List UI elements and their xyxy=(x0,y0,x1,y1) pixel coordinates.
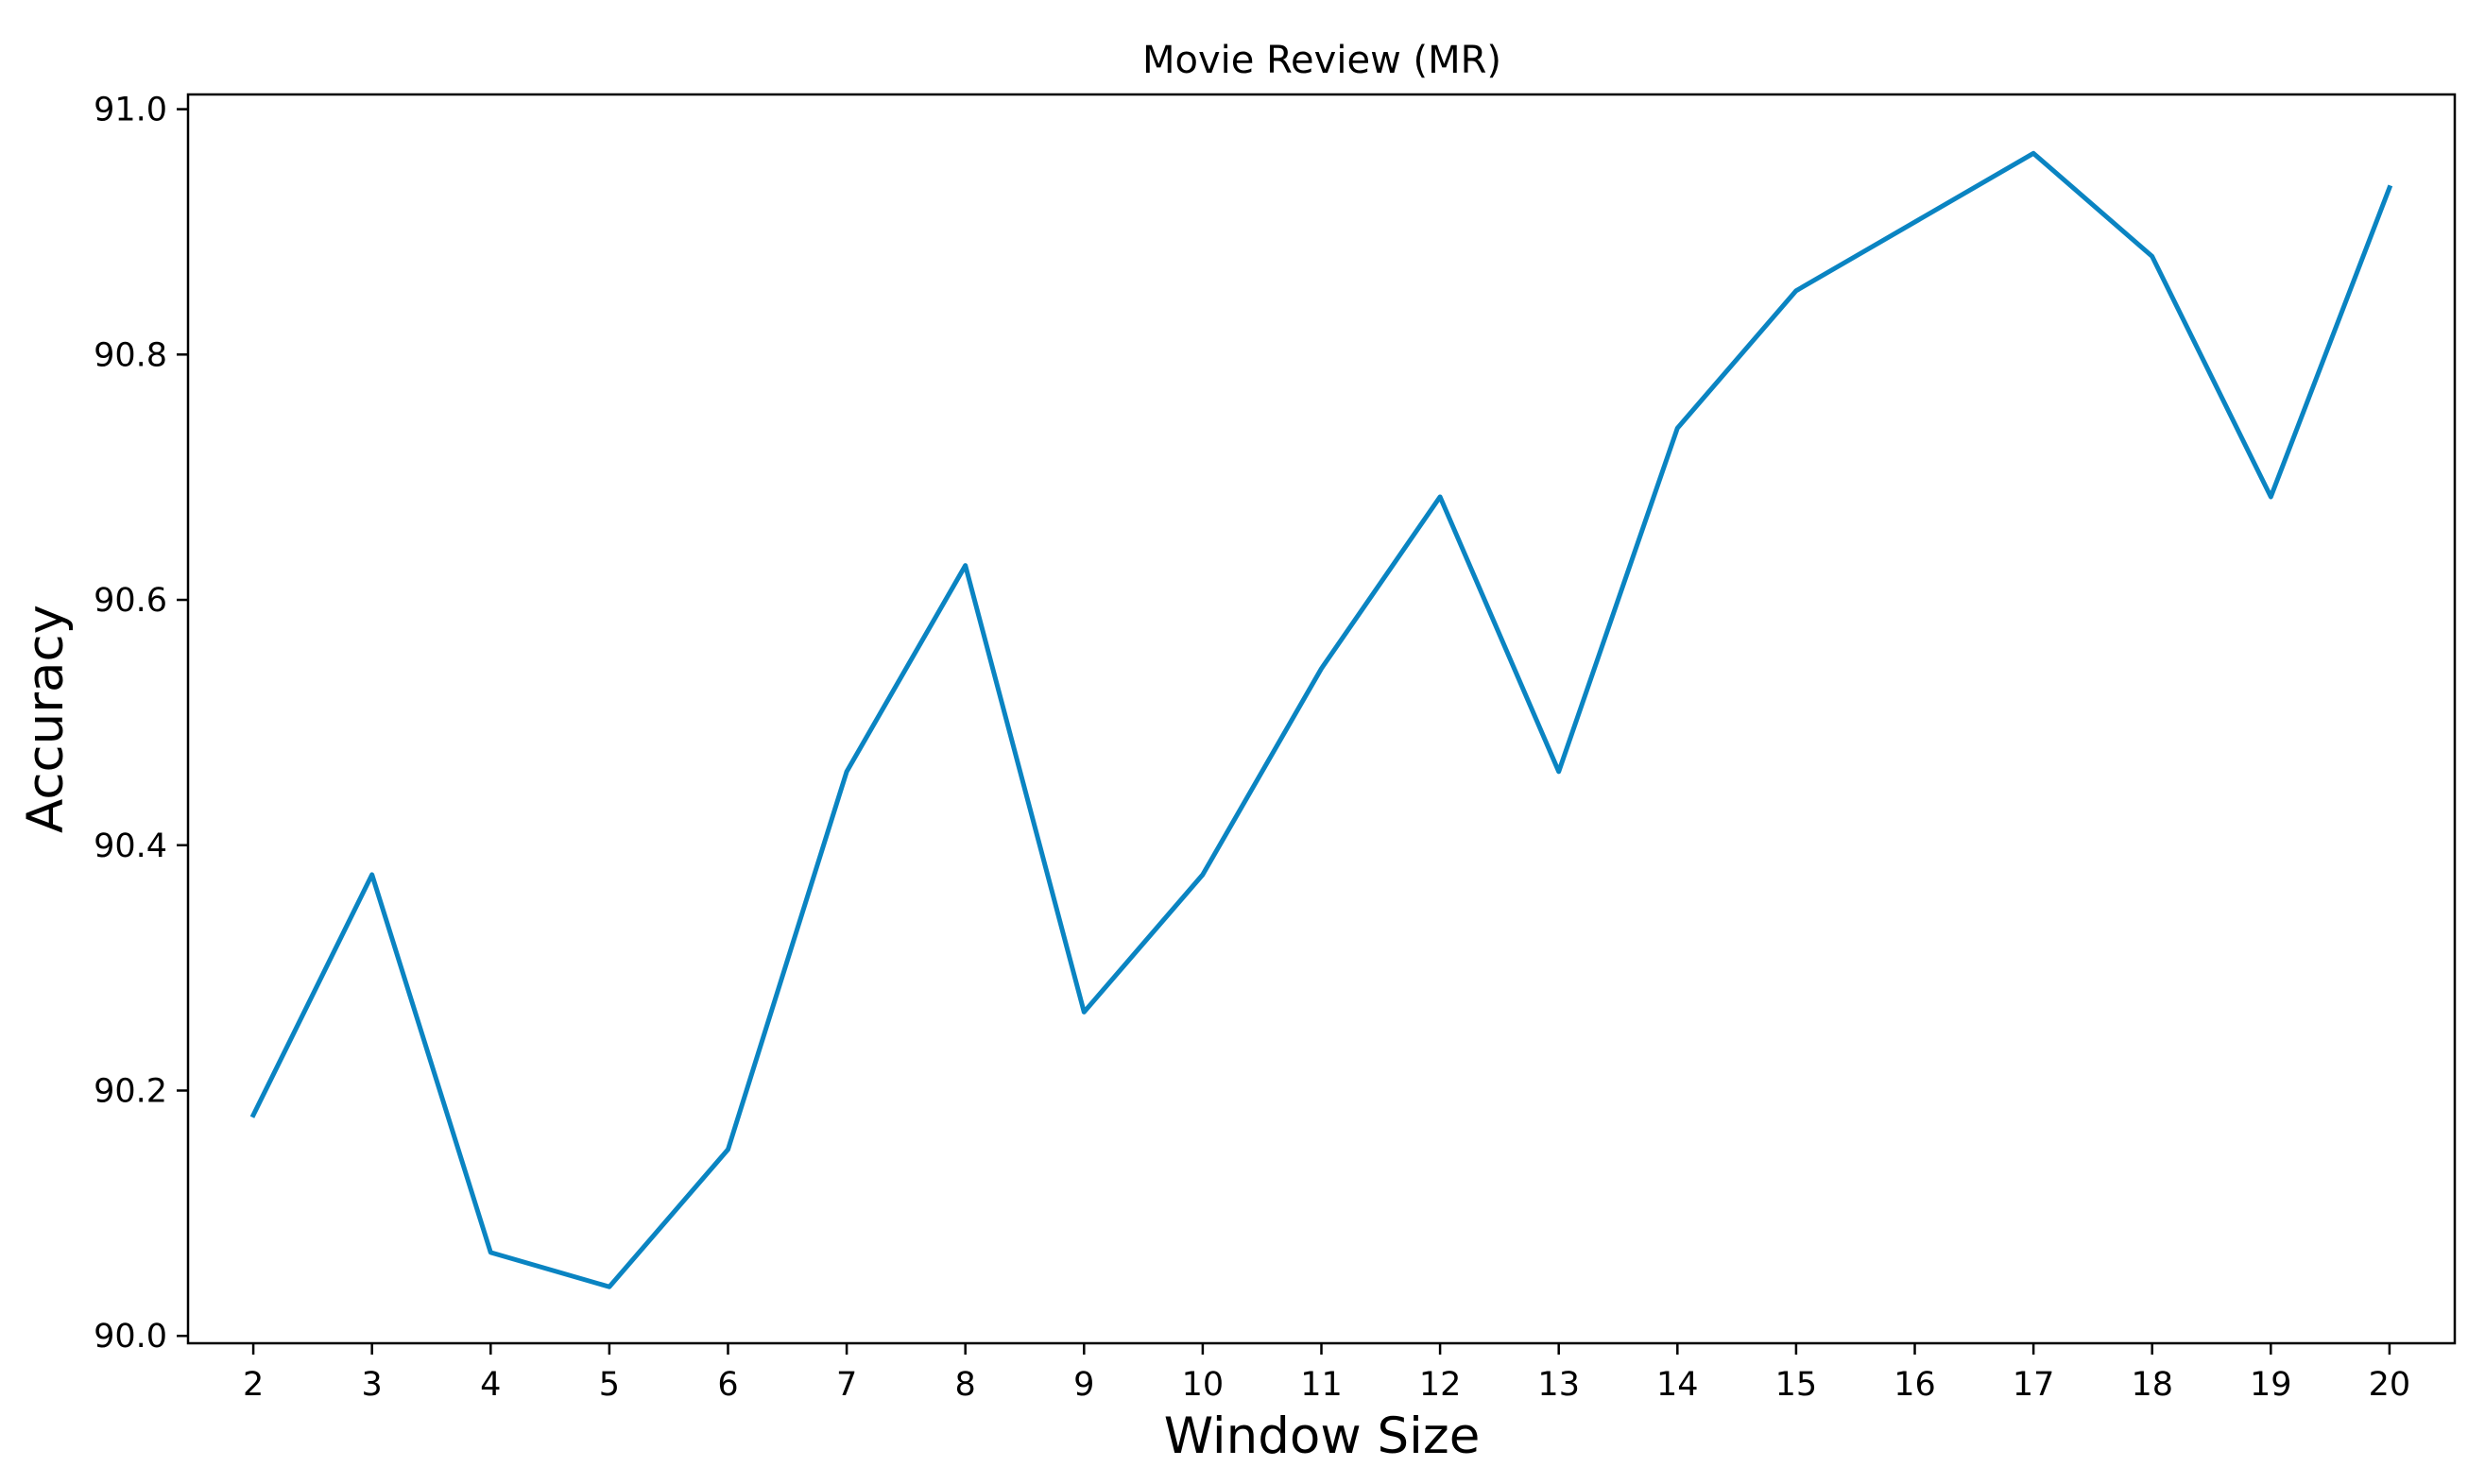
x-tick-label: 3 xyxy=(362,1366,383,1404)
y-axis: 90.0 90.2 90.4 90.6 90.8 91.0 xyxy=(94,92,188,1356)
plot-frame xyxy=(186,93,2457,1345)
y-tick-label: 90.2 xyxy=(94,1072,167,1110)
x-axis: 2 3 4 5 6 7 8 9 10 11 12 13 14 15 16 17 18 19 20 xyxy=(243,1343,2410,1404)
x-tick-label: 13 xyxy=(1537,1366,1580,1404)
x-tick-label: 9 xyxy=(1073,1366,1094,1404)
x-tick-label: 18 xyxy=(2131,1366,2173,1404)
plot-area xyxy=(186,93,2457,1345)
x-tick-label: 15 xyxy=(1775,1366,1818,1404)
x-tick-label: 6 xyxy=(717,1366,738,1404)
x-tick-label: 19 xyxy=(2250,1366,2292,1404)
x-tick-label: 2 xyxy=(243,1366,264,1404)
y-tick-label: 90.8 xyxy=(94,336,167,374)
x-axis-label: Window Size xyxy=(1164,1407,1481,1465)
x-tick-label: 7 xyxy=(836,1366,857,1404)
x-tick-label: 5 xyxy=(599,1366,620,1404)
x-tick-label: 16 xyxy=(1894,1366,1936,1404)
x-tick-label: 8 xyxy=(955,1366,976,1404)
y-tick-label: 90.4 xyxy=(94,827,167,865)
y-tick-label: 91.0 xyxy=(94,92,167,129)
x-tick-label: 12 xyxy=(1419,1366,1462,1404)
chart-title: Movie Review (MR) xyxy=(1142,39,1501,82)
x-tick-label: 4 xyxy=(480,1366,501,1404)
y-axis-label: Accuracy xyxy=(17,605,75,833)
y-tick-label: 90.0 xyxy=(94,1318,167,1356)
y-tick-label: 90.6 xyxy=(94,582,167,620)
x-tick-label: 11 xyxy=(1300,1366,1343,1404)
series-line-1 xyxy=(249,150,2393,1289)
x-tick-label: 17 xyxy=(2013,1366,2055,1404)
x-tick-label: 10 xyxy=(1182,1366,1225,1404)
x-tick-label: 20 xyxy=(2369,1366,2411,1404)
x-tick-label: 14 xyxy=(1656,1366,1699,1404)
